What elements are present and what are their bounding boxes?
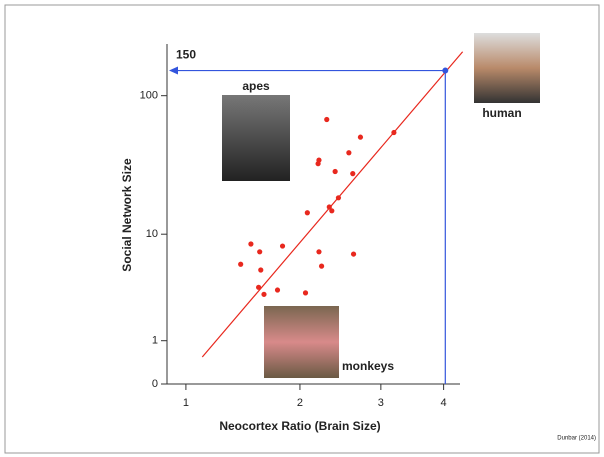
point — [324, 116, 330, 123]
point — [238, 261, 244, 267]
point — [326, 204, 332, 210]
point — [318, 263, 325, 269]
point — [316, 249, 322, 255]
point — [248, 241, 254, 247]
point — [302, 290, 309, 296]
y-tick-label: 100 — [140, 90, 158, 102]
y-tick-label: 0 — [152, 378, 158, 390]
point — [261, 291, 267, 297]
y-tick-label: 1 — [152, 335, 158, 347]
point — [304, 210, 310, 216]
point — [329, 208, 335, 214]
point — [258, 267, 264, 273]
human-photo — [474, 33, 540, 103]
point — [256, 284, 262, 290]
point — [350, 251, 357, 257]
point — [274, 287, 281, 293]
point — [335, 195, 342, 201]
fit-line — [201, 51, 464, 358]
point — [332, 168, 338, 175]
x-tick-label: 2 — [297, 397, 303, 409]
annotation: human — [482, 106, 521, 120]
annotation: monkeys — [342, 359, 394, 373]
point — [257, 249, 263, 255]
point — [350, 171, 356, 177]
point — [391, 129, 397, 136]
point — [346, 150, 352, 156]
frame — [4, 4, 600, 454]
highlight-point — [442, 67, 449, 74]
point — [316, 157, 322, 163]
ape-photo — [222, 95, 290, 181]
point — [357, 134, 364, 140]
source: Dunbar (2014) — [557, 436, 596, 442]
monkey-photo — [264, 306, 339, 378]
annotation: apes — [242, 79, 270, 93]
y-axis-title: Social Network Size — [120, 158, 134, 272]
y-tick-label: 10 — [146, 228, 158, 240]
x-tick-label: 3 — [378, 397, 384, 409]
point — [279, 243, 286, 249]
x-axis-title: Neocortex Ratio (Brain Size) — [219, 419, 380, 433]
x-tick-label: 4 — [441, 397, 447, 409]
x-tick-label: 1 — [183, 397, 189, 409]
highlight-label: 150 — [176, 48, 196, 62]
arrow-head — [169, 66, 178, 75]
